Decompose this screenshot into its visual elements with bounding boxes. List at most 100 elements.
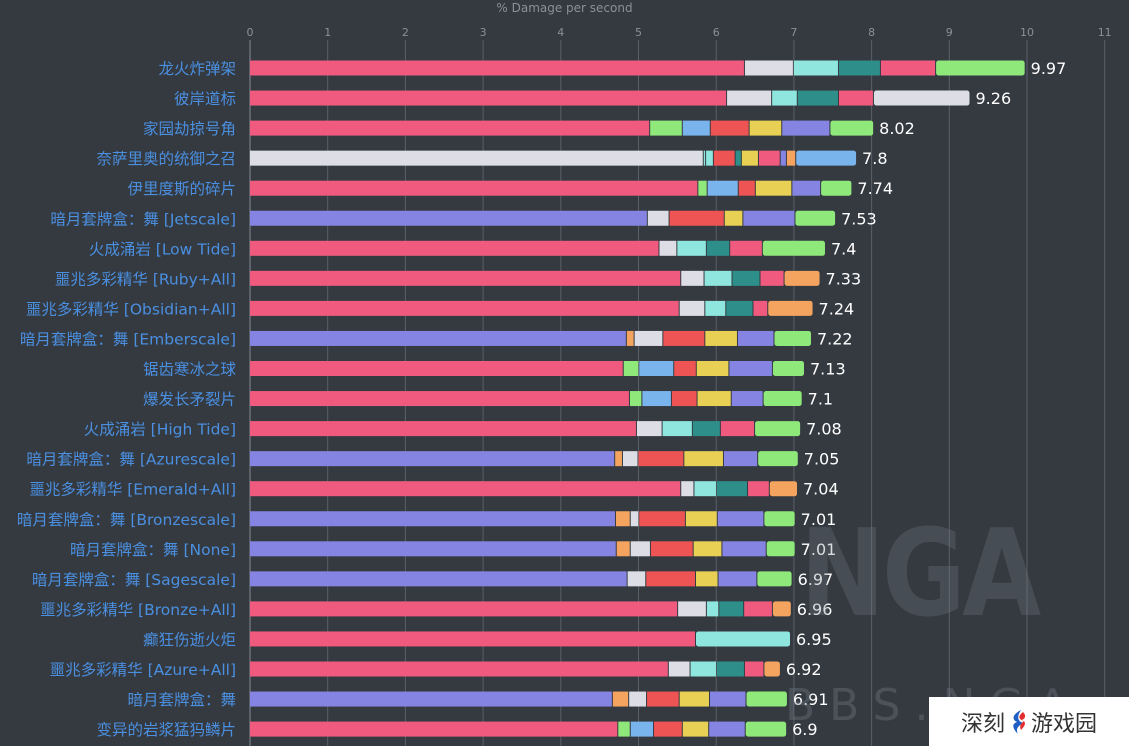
bar-segment — [738, 180, 755, 196]
bar-segment — [693, 541, 722, 557]
category-label: 伊里度斯的碎片 — [127, 180, 236, 198]
category-label: 暗月套牌盒：舞 [Emberscale] — [20, 330, 236, 348]
x-tick-label: 5 — [635, 26, 642, 39]
bar-segment — [705, 330, 737, 346]
total-value-label: 9.26 — [976, 89, 1012, 108]
bar-segment — [709, 721, 745, 737]
category-label: 暗月套牌盒：舞 [None] — [70, 541, 236, 559]
x-tick-label: 2 — [402, 26, 409, 39]
bar-segment — [764, 661, 780, 677]
bar-segment — [741, 150, 758, 166]
bar-segment — [830, 120, 874, 136]
x-tick-label: 11 — [1098, 26, 1112, 39]
bar-segment — [737, 330, 774, 346]
brand-text-left: 深刻 — [960, 711, 1005, 737]
bar-segment — [250, 150, 703, 166]
total-value-label: 9.97 — [1031, 59, 1067, 78]
x-tick-label: 1 — [324, 26, 331, 39]
bar-segment — [705, 300, 726, 316]
bar-segment — [669, 210, 724, 226]
bar-segment — [713, 150, 735, 166]
bar-segment — [250, 391, 629, 407]
bar-segment — [663, 330, 705, 346]
bar-segment — [753, 300, 768, 316]
bar-segment — [706, 150, 713, 166]
bar-segment — [250, 421, 636, 437]
bar-segment — [726, 300, 753, 316]
bar-segment — [792, 180, 821, 196]
category-label: 噩兆多彩精华 [Bronze+All] — [40, 601, 236, 619]
total-value-label: 7.8 — [862, 149, 887, 168]
category-label: 暗月套牌盒：舞 [Sagescale] — [32, 571, 236, 589]
category-label: 奈萨里奥的统御之召 — [96, 150, 236, 168]
bar-segment — [642, 391, 671, 407]
bar-segment — [250, 210, 647, 226]
category-label: 噩兆多彩精华 [Ruby+All] — [55, 270, 236, 288]
total-value-label: 7.53 — [841, 209, 877, 228]
category-label: 锯齿寒冰之球 — [143, 360, 237, 379]
bar-segment — [717, 511, 764, 527]
bar-segment — [626, 330, 634, 346]
bar-segment — [758, 451, 798, 467]
bar-segment — [250, 240, 659, 256]
bar-segment — [685, 511, 717, 527]
bar-segment — [250, 481, 681, 497]
total-value-label: 7.33 — [826, 269, 862, 288]
bar-segment — [250, 180, 698, 196]
bar-segment — [731, 391, 763, 407]
bar-segment — [694, 481, 716, 497]
bar-segment — [724, 210, 743, 226]
bar-segment — [616, 541, 630, 557]
bar-segment — [880, 60, 936, 76]
bar-segment — [710, 120, 749, 136]
x-tick-label: 0 — [247, 26, 254, 39]
bar-segment — [744, 661, 764, 677]
category-label: 家园劫掠号角 — [143, 120, 236, 138]
bar-segment — [612, 691, 629, 707]
bar-segment — [684, 451, 723, 467]
bar-segment — [746, 691, 787, 707]
bar-segment — [630, 511, 639, 527]
total-value-label: 7.24 — [819, 299, 855, 318]
bar-segment — [690, 661, 716, 677]
total-value-label: 7.74 — [857, 179, 893, 198]
category-label: 暗月套牌盒：舞 [Bronzescale] — [17, 511, 236, 529]
bar-segment — [647, 691, 679, 707]
bar-segment — [647, 210, 669, 226]
category-label: 暗月套牌盒：舞 [Azurescale] — [26, 451, 236, 469]
x-tick-label: 9 — [946, 26, 953, 39]
category-label: 噩兆多彩精华 [Azure+All] — [50, 661, 236, 679]
bar-segment — [681, 270, 704, 286]
bar-segment — [250, 541, 616, 557]
bar-segment — [646, 571, 695, 587]
bar-segment — [679, 691, 709, 707]
total-value-label: 6.9 — [792, 720, 817, 739]
bar-segment — [762, 240, 825, 256]
bar-segment — [757, 571, 792, 587]
bar-segment — [936, 60, 1025, 76]
bar-segment — [250, 691, 612, 707]
bar-segment — [682, 120, 710, 136]
bar-segment — [782, 120, 830, 136]
bar-segment — [729, 361, 772, 376]
bar-segment — [709, 691, 746, 707]
bar-segment — [838, 90, 873, 106]
bar-segment — [732, 270, 760, 286]
bar-segment — [796, 150, 857, 166]
total-value-label: 7.01 — [801, 540, 837, 559]
bar-segment — [629, 391, 642, 407]
brand-logo-icon — [1013, 709, 1026, 734]
total-value-label: 7.04 — [803, 480, 839, 499]
bar-segment — [639, 361, 674, 376]
category-label: 噩兆多彩精华 [Emerald+All] — [29, 481, 236, 499]
brand-badge: 深刻 游戏园 — [929, 697, 1129, 746]
x-tick-label: 10 — [1020, 26, 1034, 39]
bar-segment — [795, 210, 836, 226]
bar-segment — [744, 601, 772, 617]
total-value-label: 6.96 — [797, 600, 833, 619]
bar-segment — [768, 300, 813, 316]
bar-segment — [681, 481, 694, 497]
bar-segment — [618, 721, 630, 737]
bar-segment — [749, 120, 782, 136]
bar-segment — [250, 330, 626, 346]
